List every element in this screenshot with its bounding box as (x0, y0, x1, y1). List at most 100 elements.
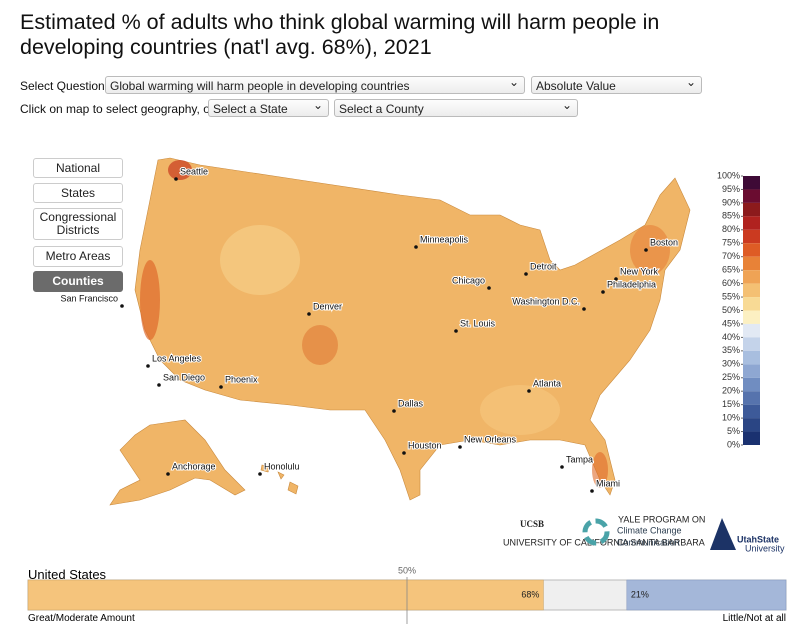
legend-tick-label: 0% (727, 439, 740, 449)
city-dot (590, 489, 594, 493)
legend-tick-label: 40% (722, 332, 740, 342)
legend-swatch (743, 323, 760, 338)
city-label: Denver (313, 301, 342, 311)
legend-tick-label: 100% (717, 170, 740, 180)
legend-swatch (743, 283, 760, 298)
title: Estimated % of adults who think global w… (20, 10, 660, 59)
alaska[interactable] (109, 419, 246, 506)
city-label: Detroit (530, 261, 557, 271)
legend-tick-label: 60% (722, 278, 740, 288)
geography-button[interactable]: States (33, 183, 123, 203)
legend-swatch (743, 229, 760, 244)
logo-text: Climate Change (617, 525, 682, 535)
legend-swatch (743, 202, 760, 217)
legend-tick-label: 90% (722, 197, 740, 207)
legend-tick-label: 65% (722, 265, 740, 275)
summary-midpoint-label: 50% (398, 565, 416, 575)
question-select[interactable]: Global warming will harm people in devel… (105, 76, 525, 94)
city-dot (560, 465, 564, 469)
legend-tick-label: 45% (722, 318, 740, 328)
city-dot (454, 329, 458, 333)
legend-tick-label: 75% (722, 238, 740, 248)
legend-tick-label: 35% (722, 345, 740, 355)
legend-swatch (743, 404, 760, 419)
city-label: Chicago (452, 275, 485, 285)
geography-label: Click on map to select geography, or: (20, 102, 218, 116)
city-dot (644, 248, 648, 252)
city-label: San Francisco (60, 293, 118, 303)
city-dot (146, 364, 150, 368)
map[interactable] (109, 157, 691, 506)
city-dot (258, 472, 262, 476)
city-dot (402, 451, 406, 455)
measure-select[interactable]: Absolute Value (531, 76, 702, 94)
legend-swatch (743, 243, 760, 257)
city-label: New Orleans (464, 434, 517, 444)
logo-text: Communication (617, 537, 680, 547)
legend-tick-label: 30% (722, 359, 740, 369)
logo-text: UCSB (520, 519, 544, 529)
city-dot (524, 272, 528, 276)
legend-swatch (743, 391, 760, 405)
legend-tick-label: 25% (722, 372, 740, 382)
legend-swatch (743, 176, 760, 190)
city-label: Atlanta (533, 378, 561, 388)
legend-swatch (743, 216, 760, 230)
legend-tick-label: 15% (722, 399, 740, 409)
summary-geography: United States (28, 567, 107, 582)
city-label: Phoenix (225, 374, 258, 384)
city-dot (582, 307, 586, 311)
county-select[interactable]: Select a County (334, 99, 578, 117)
logo-icon (582, 518, 610, 546)
summary-bar (27, 579, 544, 611)
summary-left-label: Great/Moderate Amount (28, 613, 135, 624)
city-dot (219, 385, 223, 389)
city-dot (458, 445, 462, 449)
summary-bar (626, 579, 787, 611)
legend-tick-label: 20% (722, 386, 740, 396)
legend-swatch (743, 310, 760, 324)
summary-value-label: 21% (631, 589, 649, 599)
summary-value-label: 68% (521, 589, 539, 599)
city-label: Los Angeles (152, 353, 202, 363)
state-select[interactable]: Select a State (208, 99, 329, 117)
city-label: Anchorage (172, 461, 216, 471)
city-label: San Diego (163, 372, 205, 382)
legend-tick-label: 55% (722, 291, 740, 301)
city-dot (174, 177, 178, 181)
city-dot (614, 277, 618, 281)
city-dot (166, 472, 170, 476)
legend-swatch (743, 189, 760, 203)
city-dot (392, 409, 396, 413)
city-dot (120, 304, 124, 308)
city-label: Miami (596, 478, 620, 488)
geography-button[interactable]: Congressional Districts (33, 208, 123, 240)
legend-swatch (743, 364, 760, 378)
legend-tick-label: 95% (722, 184, 740, 194)
legend-swatch (743, 256, 760, 271)
question-label: Select Question: (20, 79, 109, 93)
legend-tick-label: 10% (722, 412, 740, 422)
city-label: Dallas (398, 398, 424, 408)
city-label: Honolulu (264, 461, 300, 471)
legend-swatch (743, 431, 760, 445)
legend-swatch (743, 337, 760, 351)
legend-swatch (743, 350, 760, 365)
legend-tick-label: 50% (722, 305, 740, 315)
hawaii[interactable] (260, 464, 299, 495)
geography-button[interactable]: National (33, 158, 123, 178)
city-label: Seattle (180, 166, 208, 176)
geography-button[interactable]: Metro Areas (33, 246, 123, 267)
summary-right-label: Little/Not at all (722, 613, 786, 624)
legend-swatch (743, 297, 760, 311)
city-dot (487, 286, 491, 290)
legend-tick-label: 85% (722, 211, 740, 221)
legend-tick-label: 5% (727, 426, 740, 436)
city-label: St. Louis (460, 318, 496, 328)
city-label: New York (620, 266, 659, 276)
logo-text: University (745, 543, 785, 553)
geography-button[interactable]: Counties (33, 271, 123, 292)
city-label: Minneapolis (420, 234, 469, 244)
legend-tick-label: 70% (722, 251, 740, 261)
